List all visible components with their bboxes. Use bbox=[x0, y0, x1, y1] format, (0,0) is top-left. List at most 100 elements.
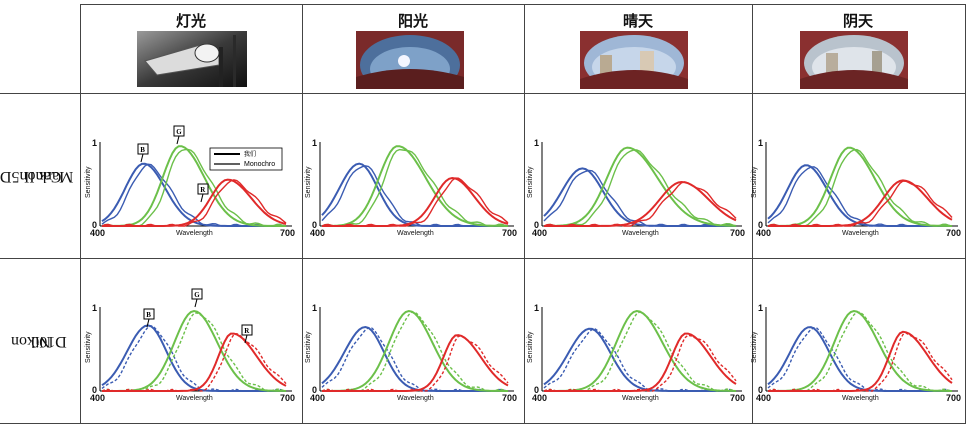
g-callout-label: G bbox=[194, 291, 200, 299]
sensitivity-panel: 1 0 400 700 Wavelength Sensitivity B G R bbox=[85, 288, 296, 406]
green-curve-mono bbox=[321, 148, 509, 227]
y-axis-label: Sensitivity bbox=[527, 166, 534, 198]
sensitivity-panel: 1 0 400 700 Wavelength Sensitivity bbox=[751, 303, 962, 406]
red-curve-solid bbox=[102, 332, 287, 392]
y-tick-0: 0 bbox=[92, 385, 97, 395]
blue-curve-solid bbox=[543, 167, 736, 227]
row-label-canon: Canon5D Mark II bbox=[0, 94, 80, 258]
sensitivity-panel: 1 0 400 700 Wavelength Sensitivity bbox=[751, 138, 962, 241]
b-callout-label: B bbox=[146, 311, 151, 319]
b-callout-arrow bbox=[146, 318, 150, 328]
x-tick-700: 700 bbox=[946, 228, 961, 238]
sensitivity-panel: 1 0 400 700 Wavelength Sensitivity bbox=[305, 138, 518, 241]
x-axis-label: Wavelength bbox=[176, 395, 213, 402]
row-label-canon-line2: Mark II bbox=[24, 168, 74, 185]
x-axis-label: Wavelength bbox=[842, 395, 879, 402]
g-callout-label: G bbox=[176, 128, 182, 136]
y-tick-1: 1 bbox=[534, 138, 539, 148]
column-divider-3 bbox=[752, 4, 753, 424]
y-tick-1: 1 bbox=[92, 303, 97, 313]
row-label-nikon-line2: D100 bbox=[31, 333, 67, 350]
fisheye-overcast-photo bbox=[800, 31, 908, 89]
x-axis-label: Wavelength bbox=[397, 230, 434, 237]
green-curve-solid bbox=[322, 145, 508, 227]
x-tick-700: 700 bbox=[730, 228, 745, 238]
x-axis-label: Wavelength bbox=[622, 230, 659, 237]
row-divider bbox=[0, 258, 966, 259]
blue-curve-mono bbox=[767, 326, 953, 392]
green-curve-solid bbox=[768, 146, 952, 227]
x-tick-400: 400 bbox=[532, 228, 547, 238]
fisheye-sunny-photo bbox=[356, 31, 464, 89]
x-axis-label: Wavelength bbox=[176, 230, 213, 237]
column-header-sunlight: 阳光 bbox=[397, 12, 428, 30]
y-tick-1: 1 bbox=[758, 138, 763, 148]
blue-curve-solid bbox=[321, 162, 508, 227]
x-tick-700: 700 bbox=[730, 393, 745, 403]
green-curve-solid bbox=[102, 309, 287, 392]
header-divider bbox=[0, 93, 966, 94]
r-callout-box bbox=[241, 324, 253, 336]
sensitivity-panel: 1 0 400 700 Wavelength Sensitivity bbox=[527, 303, 746, 406]
blue-curve-mono bbox=[321, 326, 509, 392]
x-tick-700: 700 bbox=[502, 228, 517, 238]
y-axis-label: Sensitivity bbox=[305, 166, 312, 198]
r-callout-label: R bbox=[244, 327, 250, 335]
legend-mono-label: Monochro bbox=[244, 161, 275, 168]
street-lamp-photo bbox=[137, 31, 247, 87]
g-callout-arrow bbox=[176, 135, 180, 145]
blue-curve-solid bbox=[767, 326, 952, 392]
x-axis-label: Wavelength bbox=[842, 230, 879, 237]
table-top-border bbox=[80, 4, 966, 5]
green-curve-mono bbox=[543, 149, 737, 227]
table-right-border bbox=[965, 4, 966, 424]
b-callout-label: B bbox=[140, 146, 145, 154]
label-column-divider bbox=[80, 4, 81, 424]
x-tick-400: 400 bbox=[756, 228, 771, 238]
y-axis-label: Sensitivity bbox=[305, 331, 312, 363]
red-curve-mono bbox=[767, 332, 953, 392]
sensitivity-panel: 1 0 400 700 Wavelength Sensitivity bbox=[305, 303, 518, 406]
blue-curve-solid bbox=[767, 164, 952, 227]
y-tick-1: 1 bbox=[92, 138, 97, 148]
legend-solid-label: 我们 bbox=[244, 150, 256, 158]
r-callout-arrow bbox=[244, 334, 248, 344]
y-axis-label: Sensitivity bbox=[751, 331, 758, 363]
sensitivity-panel: 1 0 400 700 Wavelength Sensitivity B G R 我们 Monoch… bbox=[85, 125, 296, 241]
y-tick-1: 1 bbox=[312, 303, 317, 313]
x-tick-400: 400 bbox=[532, 393, 547, 403]
x-tick-700: 700 bbox=[280, 393, 295, 403]
column-header-overcast: 阴天 bbox=[842, 12, 873, 30]
red-curve-mono bbox=[321, 177, 509, 227]
x-axis-label: Wavelength bbox=[397, 395, 434, 402]
row-label-nikon: Nikon D100 bbox=[0, 259, 80, 423]
x-tick-700: 700 bbox=[280, 228, 295, 238]
column-divider-1 bbox=[302, 4, 303, 424]
red-curve-mono bbox=[101, 179, 287, 227]
green-curve-solid bbox=[544, 146, 737, 227]
x-tick-400: 400 bbox=[310, 228, 325, 238]
red-curve-mono bbox=[543, 334, 737, 392]
y-tick-0: 0 bbox=[312, 220, 317, 230]
fisheye-clear-photo bbox=[580, 31, 688, 89]
blue-curve-mono bbox=[101, 163, 287, 227]
x-tick-400: 400 bbox=[310, 393, 325, 403]
x-tick-700: 700 bbox=[502, 393, 517, 403]
blue-curve-mono bbox=[101, 325, 287, 392]
b-callout-arrow bbox=[140, 153, 144, 163]
y-tick-1: 1 bbox=[534, 303, 539, 313]
blue-curve-solid bbox=[101, 324, 286, 392]
column-header-lamp: 灯光 bbox=[175, 12, 206, 30]
green-curve-mono bbox=[767, 148, 953, 227]
x-tick-400: 400 bbox=[90, 228, 105, 238]
r-callout-arrow bbox=[200, 193, 204, 203]
y-axis-label: Sensitivity bbox=[527, 331, 534, 363]
blue-curve-solid bbox=[543, 327, 736, 392]
